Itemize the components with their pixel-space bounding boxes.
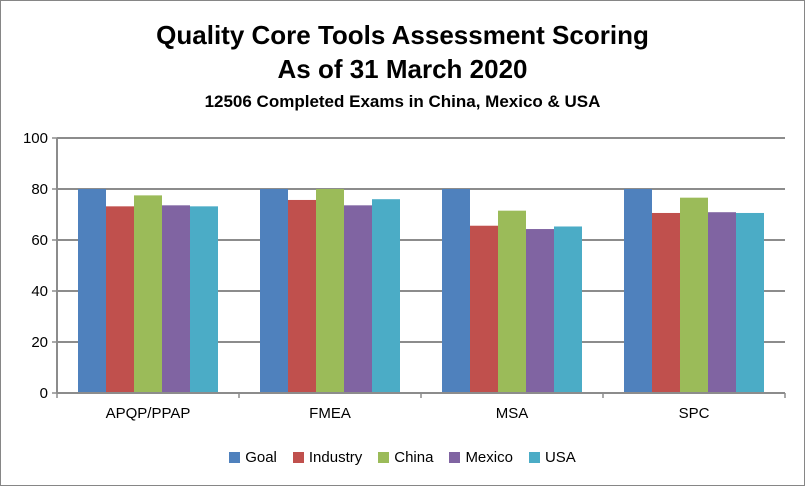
chart-subtitle-exams: 12506 Completed Exams in China, Mexico &… [204,92,601,111]
legend-label: Mexico [465,449,513,466]
legend-swatch [449,452,461,463]
bar-usa-spc [736,212,764,393]
bar-china-apqp-ppap [134,195,162,393]
x-tick-label: SPC [679,405,710,422]
bar-mexico-apqp-ppap [162,205,190,393]
legend-item: Industry [292,449,363,466]
legend-swatch [528,452,540,463]
bar-mexico-spc [708,212,736,393]
bar-usa-msa [554,226,582,393]
bar-mexico-msa [526,229,554,393]
legend-swatch [378,452,390,463]
bar-goal-msa [442,189,470,393]
y-tick-label: 60 [31,232,48,249]
legend: Goal Industry China Mexico USA [0,449,805,466]
y-tick-label: 100 [23,130,48,147]
legend-label: Goal [245,449,277,466]
bar-usa-apqp-ppap [190,206,218,393]
legend-item: Mexico [449,449,513,466]
bar-goal-apqp-ppap [78,189,106,393]
bar-industry-fmea [288,199,316,393]
bar-usa-fmea [372,199,400,393]
legend-swatch [292,452,304,463]
bar-china-spc [680,197,708,393]
y-tick-label: 20 [31,334,48,351]
x-tick-label: APQP/PPAP [106,405,191,422]
bar-industry-apqp-ppap [106,206,134,393]
legend-label: USA [544,449,576,466]
chart-subtitle-date: As of 31 March 2020 [277,54,528,84]
bar-china-fmea [316,189,344,393]
legend-label: Industry [308,449,363,466]
y-tick-label: 80 [31,181,48,198]
y-tick-label: 40 [31,283,48,300]
bar-china-msa [498,210,526,393]
bar-mexico-fmea [344,205,372,393]
legend-item: USA [528,449,576,466]
bar-industry-msa [470,225,498,393]
y-tick-label: 0 [40,385,48,402]
legend-item: China [378,449,433,466]
bar-industry-spc [652,212,680,393]
legend-swatch [229,452,241,463]
legend-label: China [394,449,434,466]
legend-item: Goal [229,449,277,466]
x-tick-label: MSA [496,405,529,422]
bar-goal-fmea [260,189,288,393]
x-tick-label: FMEA [309,405,351,422]
chart-title: Quality Core Tools Assessment Scoring [156,20,649,50]
bar-goal-spc [624,189,652,393]
